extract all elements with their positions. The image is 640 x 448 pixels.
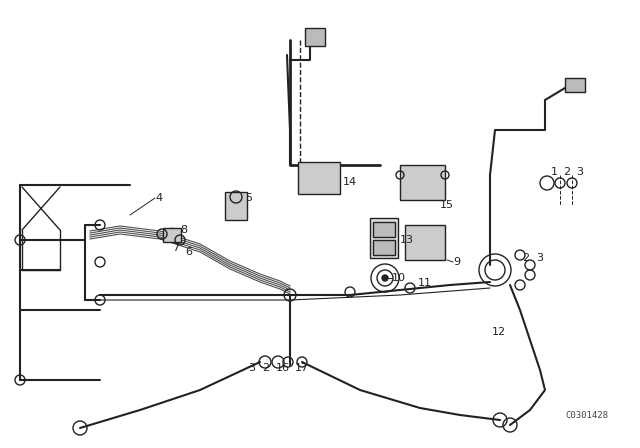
Text: 3: 3 [536, 253, 543, 263]
Circle shape [382, 275, 388, 281]
Text: 2: 2 [563, 167, 570, 177]
Bar [400, 165, 445, 200]
Text: 17: 17 [295, 363, 309, 373]
Text: 9: 9 [453, 257, 460, 267]
Text: 7: 7 [172, 243, 179, 253]
Bar [163, 228, 181, 242]
Text: 14: 14 [343, 177, 357, 187]
Text: 4: 4 [155, 193, 162, 203]
Bar [373, 240, 395, 255]
Text: 11: 11 [418, 278, 432, 288]
Bar [405, 225, 445, 260]
Text: 2: 2 [262, 363, 269, 373]
Bar [298, 162, 340, 194]
Text: 12: 12 [492, 327, 506, 337]
Text: 1: 1 [551, 167, 558, 177]
Text: 15: 15 [440, 200, 454, 210]
Text: 16: 16 [276, 363, 290, 373]
Text: 10: 10 [392, 273, 406, 283]
Text: C0301428: C0301428 [565, 410, 608, 419]
Text: 5: 5 [245, 193, 252, 203]
Text: 6: 6 [185, 247, 192, 257]
Bar [225, 192, 247, 220]
Bar [370, 218, 398, 258]
Bar [373, 222, 395, 237]
Bar [305, 28, 325, 46]
Text: 3: 3 [576, 167, 583, 177]
Bar [565, 78, 585, 92]
Text: 8: 8 [180, 225, 187, 235]
Text: 13: 13 [400, 235, 414, 245]
Text: 2: 2 [522, 253, 529, 263]
Text: 3: 3 [248, 363, 255, 373]
